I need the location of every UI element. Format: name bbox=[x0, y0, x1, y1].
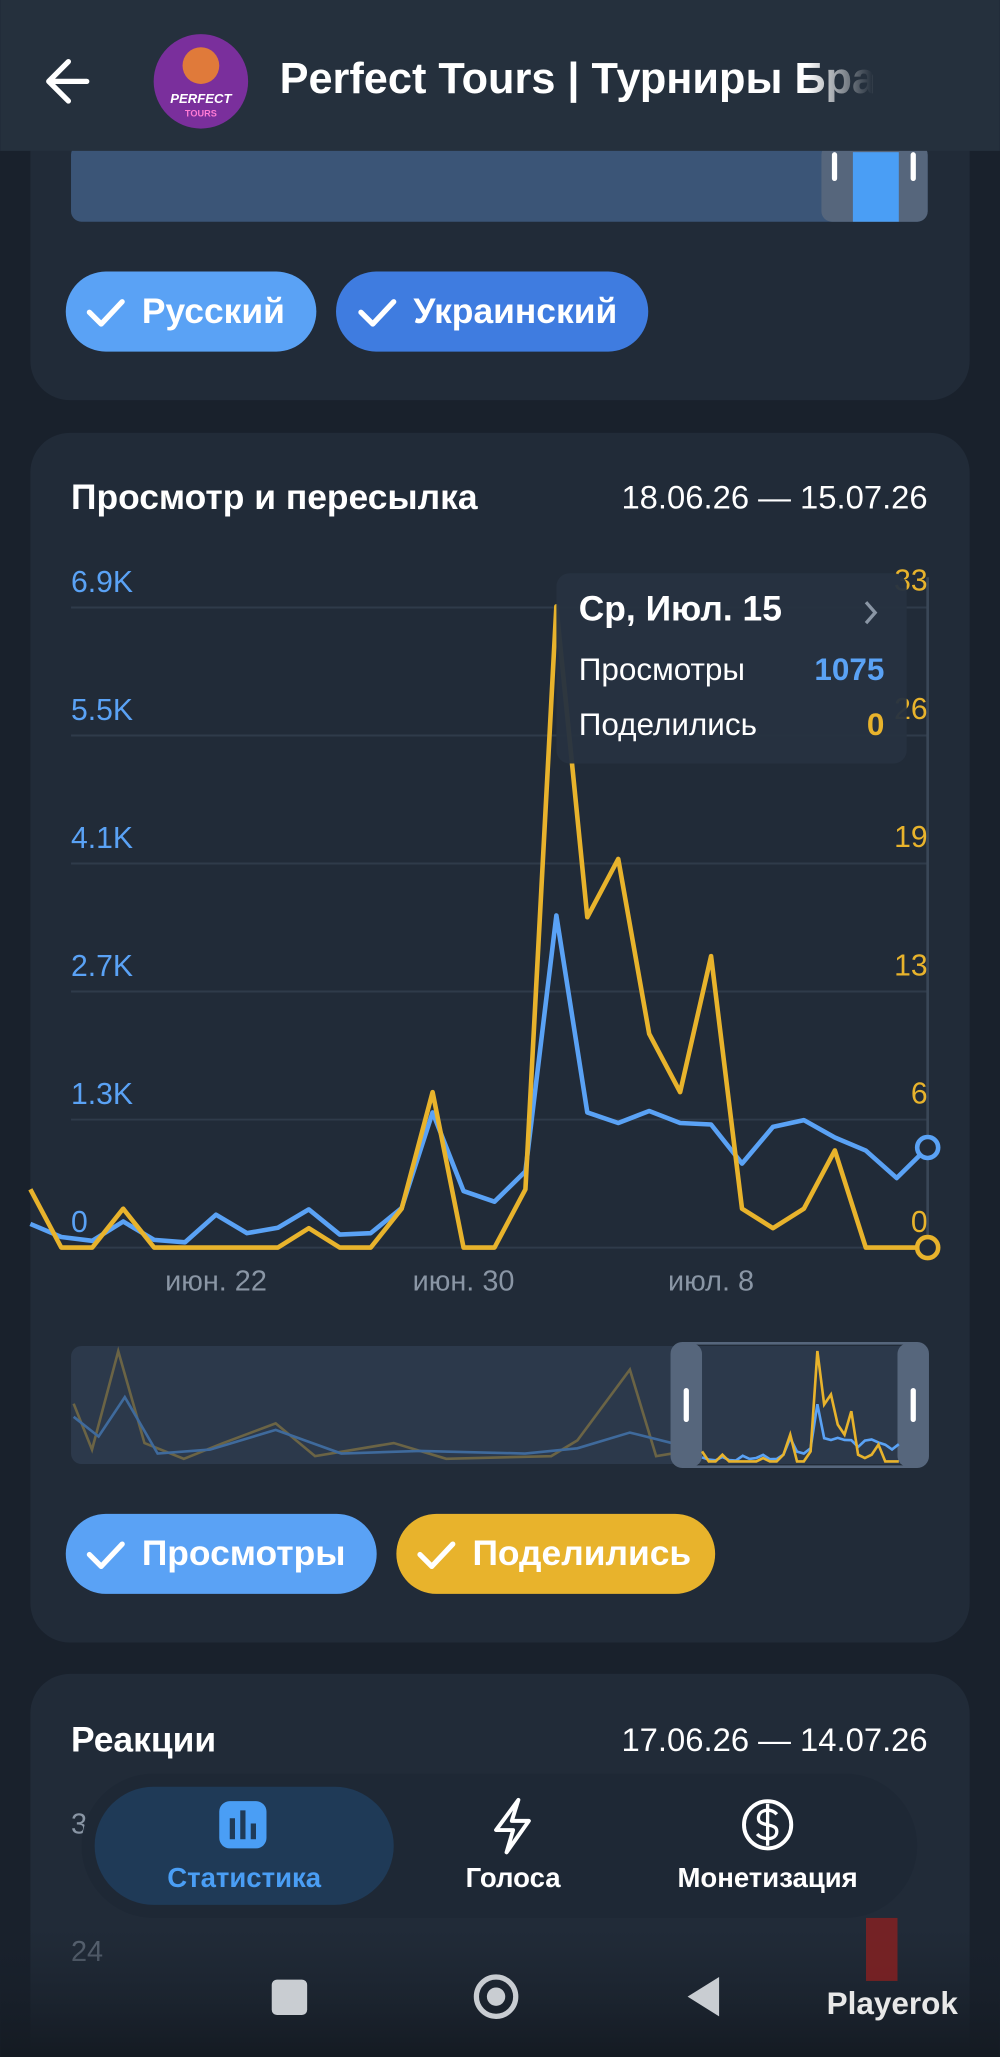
navigator-line bbox=[700, 1350, 899, 1463]
legend-label: Просмотры bbox=[142, 1533, 346, 1573]
x-tick-label: июн. 22 bbox=[165, 1266, 267, 1298]
navigator-lines bbox=[700, 1350, 900, 1463]
point-marker bbox=[914, 1234, 941, 1261]
y2-tick-label: 19 bbox=[894, 821, 928, 854]
avatar-text: PERFECT bbox=[170, 91, 232, 106]
range-track bbox=[71, 144, 928, 222]
y2-tick-label: 0 bbox=[911, 1206, 928, 1239]
check bbox=[86, 299, 125, 327]
y-tick-label: 0 bbox=[71, 1206, 88, 1239]
handle[interactable] bbox=[910, 152, 916, 182]
chip[interactable]: Украинский bbox=[336, 271, 649, 352]
handle[interactable] bbox=[831, 152, 838, 182]
section-title: Реакции bbox=[71, 1720, 216, 1760]
legend-chip[interactable]: Просмотры bbox=[65, 1513, 377, 1594]
nav-label: Статистика bbox=[167, 1862, 322, 1893]
chip-bg bbox=[65, 271, 317, 352]
icon bbox=[494, 1797, 531, 1855]
y-tick-label: 6.9K bbox=[71, 566, 133, 599]
navigator-history bbox=[72, 1346, 673, 1461]
navigator bbox=[71, 1345, 928, 1465]
nav-label: Голоса bbox=[466, 1862, 562, 1893]
point-marker bbox=[914, 1134, 941, 1161]
range-fill bbox=[852, 152, 899, 222]
icon bbox=[229, 1818, 236, 1840]
date-range: 17.06.26 — 14.07.26 bbox=[621, 1721, 927, 1758]
back-button[interactable] bbox=[687, 1976, 720, 2017]
tooltip-value: 0 bbox=[867, 707, 885, 742]
date-range: 18.06.26 — 15.07.26 bbox=[621, 478, 927, 515]
recents-button[interactable] bbox=[271, 1979, 308, 2016]
nav-item[interactable]: Монетизация bbox=[677, 1799, 858, 1893]
series-line bbox=[28, 604, 928, 1250]
chip-label: Русский bbox=[142, 291, 285, 331]
home-dot bbox=[486, 1987, 506, 2006]
x-tick-label: июн. 30 bbox=[413, 1266, 515, 1298]
y2-tick-label: 6 bbox=[911, 1078, 928, 1111]
avatar-text: TOURS bbox=[185, 109, 217, 119]
y-tick-label: 1.3K bbox=[71, 1078, 133, 1111]
grip bbox=[910, 1387, 916, 1423]
navigator-history bbox=[72, 1394, 673, 1455]
watermark-bar bbox=[866, 1917, 898, 1981]
chip[interactable]: Русский bbox=[65, 271, 317, 352]
legend-chip[interactable]: Поделились bbox=[396, 1513, 716, 1594]
chip-bg bbox=[396, 1513, 716, 1594]
icon bbox=[742, 1799, 794, 1851]
tooltip: Ср, Июл. 15 Просмотры 1075 Поделились 0 bbox=[556, 573, 907, 764]
chip-bg bbox=[65, 1513, 377, 1594]
legend-label: Поделились bbox=[472, 1533, 691, 1573]
x-tick-label: июл. 8 bbox=[668, 1266, 754, 1298]
nav-item[interactable]: Статистика bbox=[94, 1786, 394, 1905]
y-tick-label: 5.5K bbox=[71, 694, 133, 727]
tooltip-label: Поделились bbox=[579, 707, 757, 742]
tooltip-bg bbox=[556, 573, 907, 764]
icon bbox=[755, 1803, 779, 1846]
check bbox=[86, 1541, 125, 1569]
tooltip-value: 1075 bbox=[814, 652, 884, 687]
watermark: Playerok bbox=[827, 1986, 959, 2021]
y-tick-label: 2.7K bbox=[71, 950, 133, 983]
check bbox=[358, 299, 397, 327]
icon bbox=[240, 1810, 246, 1840]
avatar-figure bbox=[182, 47, 220, 84]
y-tick-label: 4.1K bbox=[71, 822, 133, 855]
header-title: Perfect Tours | Турниры Бра bbox=[280, 55, 877, 103]
icon bbox=[250, 1823, 256, 1840]
tooltip-chevron bbox=[864, 601, 878, 625]
back-arrow[interactable] bbox=[46, 59, 90, 104]
series-line bbox=[29, 913, 930, 1245]
nav-label: Монетизация bbox=[677, 1862, 857, 1893]
nav-item[interactable]: Голоса bbox=[466, 1797, 562, 1893]
grip bbox=[683, 1387, 689, 1423]
title-fade bbox=[806, 39, 873, 119]
home-button[interactable] bbox=[473, 1974, 519, 2019]
chip-bg bbox=[336, 271, 649, 352]
check bbox=[417, 1541, 456, 1569]
tooltip-label: Просмотры bbox=[579, 652, 745, 687]
y2-tick-label: 13 bbox=[894, 949, 928, 982]
chart-title: Просмотр и пересылка bbox=[71, 477, 478, 517]
chip-label: Украинский bbox=[413, 291, 617, 331]
tooltip-title: Ср, Июл. 15 bbox=[579, 589, 782, 629]
